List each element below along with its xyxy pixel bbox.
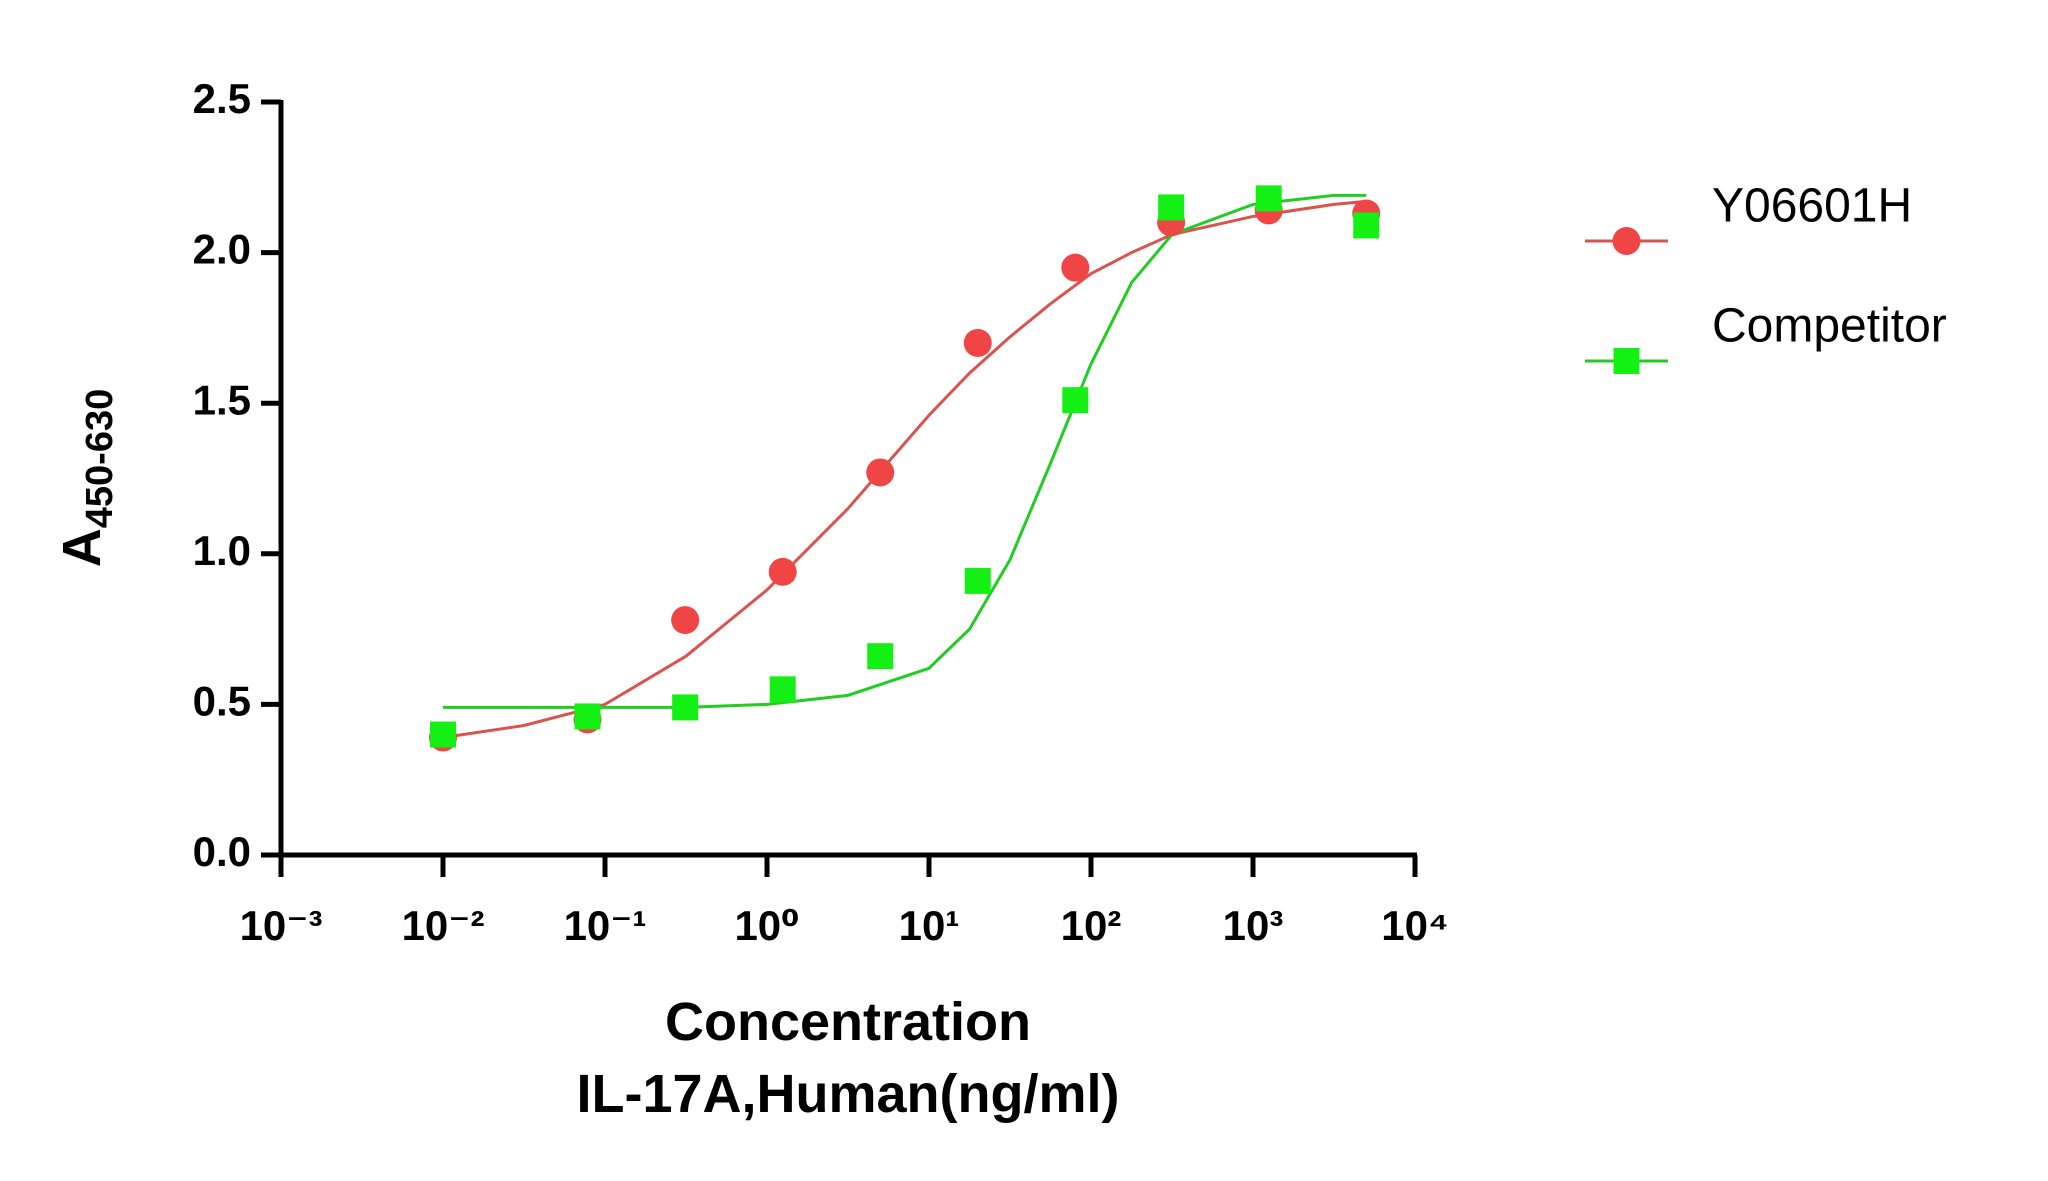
data-point [867, 643, 894, 670]
data-point [866, 458, 895, 487]
x-tick-label: 10⁴ [1381, 902, 1449, 949]
y-tick-label: 2.5 [193, 75, 251, 122]
fit-curve [443, 193, 1367, 709]
y-tick-label: 2.0 [193, 226, 251, 273]
y-tick-label: 1.5 [193, 376, 251, 423]
x-axis-label: Concentration [665, 992, 1031, 1052]
data-point [964, 567, 991, 594]
fit-curve [442, 199, 1367, 740]
data-point [963, 328, 992, 357]
data-point [671, 606, 700, 635]
legend-marker [1612, 227, 1641, 255]
y-axis-label-subscript: 450-630 [79, 389, 121, 528]
y-tick-label: 1.0 [193, 527, 251, 574]
data-point [1062, 387, 1089, 414]
x-tick-label: 10¹ [899, 902, 960, 949]
legend-marker [1613, 348, 1640, 374]
legend-label: Competitor [1712, 300, 1947, 353]
data-point [430, 721, 456, 748]
data-point [1061, 253, 1090, 282]
data-point [768, 557, 797, 586]
legend-label: Y06601H [1712, 180, 1912, 233]
y-tick-label: 0.0 [193, 828, 251, 875]
x-tick-label: 10² [1061, 902, 1122, 949]
data-point [1353, 212, 1380, 239]
data-point [1255, 185, 1282, 212]
y-axis-label: A450-630 [52, 389, 121, 567]
data-point [769, 676, 796, 703]
x-axis-label: IL-17A,Human(ng/ml) [576, 1064, 1119, 1124]
x-tick-label: 10³ [1223, 902, 1284, 949]
data-point [1158, 194, 1185, 221]
x-tick-label: 10⁻³ [240, 902, 323, 949]
x-tick-label: 10⁻² [402, 902, 485, 949]
data-point [672, 694, 699, 721]
x-tick-label: 10⁰ [734, 902, 799, 949]
data-point [574, 703, 601, 730]
y-tick-label: 0.5 [193, 677, 251, 724]
y-axis-label-group: A450-630 [52, 389, 121, 567]
x-tick-label: 10⁻¹ [564, 902, 647, 949]
y-axis-label-main: A [52, 528, 112, 567]
